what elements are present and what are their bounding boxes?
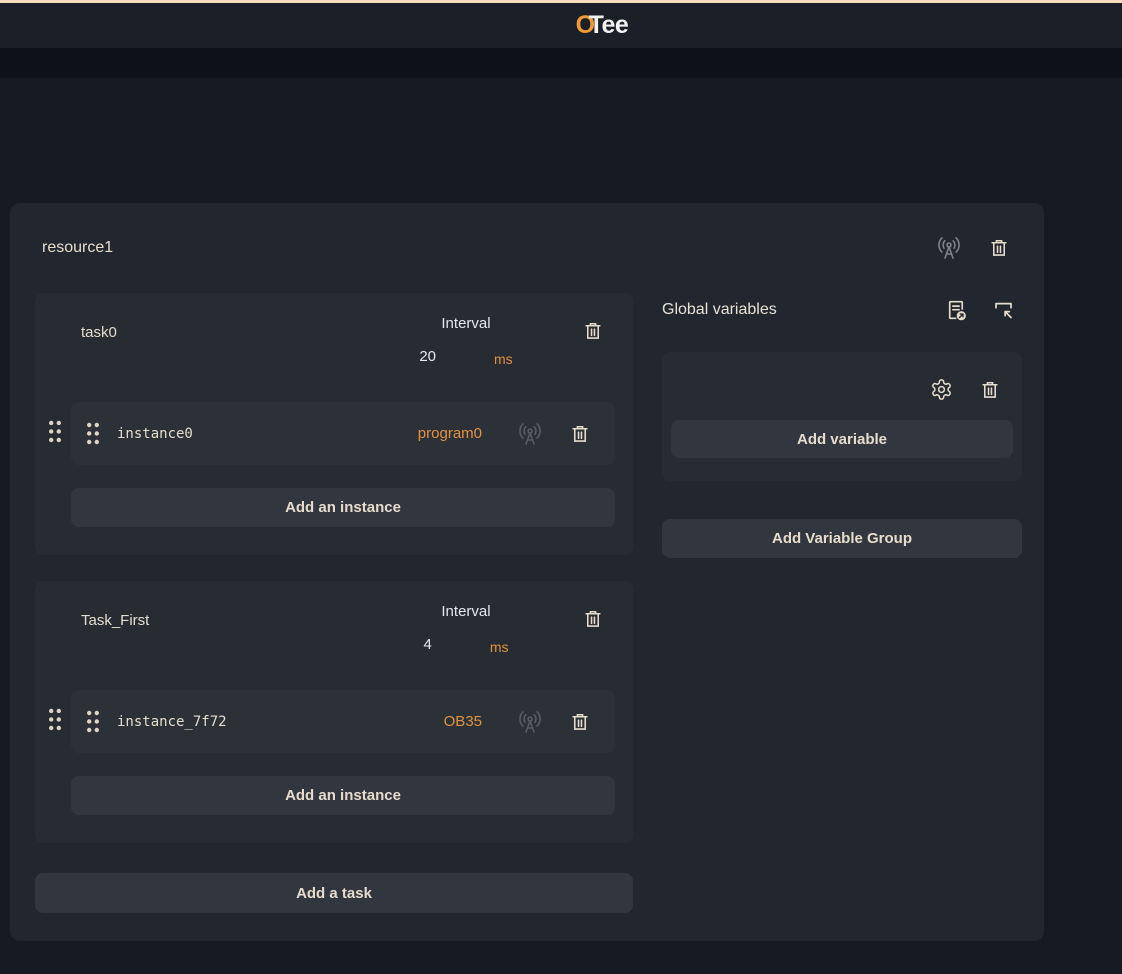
broadcast-icon[interactable] [937,236,961,260]
add-variable-group-button[interactable]: Add Variable Group [662,519,1022,558]
task-header: task0 Interval 20 ms [35,293,633,380]
resource-panel: resource1 task0 Interval 20 m [10,203,1044,941]
add-variable-button[interactable]: Add variable [671,420,1013,458]
interval-block: Interval 20 ms [386,315,546,367]
delete-task-button[interactable] [582,320,604,342]
delete-task-button[interactable] [582,608,604,630]
drag-handle-icon[interactable] [85,709,101,734]
global-variables-column: Global variables [662,293,1022,913]
page-top-accent-border [0,0,1122,3]
instance-wrapper: instance_7f72 OB35 [49,690,615,753]
resource-name[interactable]: resource1 [42,239,114,256]
instance-wrapper: instance0 program0 [49,402,615,465]
instance-program-select[interactable]: program0 [417,425,482,442]
variable-group-header [662,378,1022,401]
toolbar-strip [0,48,1122,78]
interval-block: Interval 4 ms [386,603,546,655]
logo-letter-o: O [575,11,595,39]
task-name[interactable]: Task_First [81,612,150,629]
drag-handle-icon[interactable] [85,421,101,446]
instance-row[interactable]: instance0 program0 [71,402,615,465]
logo-text: Tee [588,11,629,39]
resource-header: resource1 [10,203,1044,265]
interval-label: Interval [441,603,491,620]
instance-name[interactable]: instance_7f72 [117,713,227,730]
add-task-button[interactable]: Add a task [35,873,633,913]
app-header: OTee [0,3,1122,48]
broadcast-icon[interactable] [518,422,542,446]
drag-handle-icon[interactable] [47,707,63,737]
instance-name[interactable]: instance0 [117,425,193,442]
interval-value-input[interactable]: 4 [423,636,432,653]
interval-unit-select[interactable]: ms [489,639,509,655]
interval-unit-select[interactable]: ms [494,351,513,367]
task-header: Task_First Interval 4 ms [35,581,633,668]
interval-label: Interval [441,315,491,332]
task-card: Task_First Interval 4 ms [35,581,633,843]
export-variables-button[interactable] [944,298,969,323]
delete-resource-button[interactable] [988,237,1010,259]
add-instance-button[interactable]: Add an instance [71,488,615,527]
task-name[interactable]: task0 [81,324,117,341]
tasks-column: task0 Interval 20 ms [35,293,633,913]
otee-logo[interactable]: OTee [576,11,629,40]
global-variables-header: Global variables [662,295,1022,325]
global-variables-title: Global variables [662,301,777,318]
instance-row[interactable]: instance_7f72 OB35 [71,690,615,753]
broadcast-icon[interactable] [518,710,542,734]
add-instance-button[interactable]: Add an instance [71,776,615,815]
delete-instance-button[interactable] [569,711,591,733]
task-card: task0 Interval 20 ms [35,293,633,555]
delete-group-button[interactable] [979,379,1001,401]
collapse-panel-button[interactable] [991,298,1016,322]
group-settings-button[interactable] [930,378,953,401]
interval-value-input[interactable]: 20 [419,348,436,365]
drag-handle-icon[interactable] [47,419,63,449]
variable-group-card: Add variable [662,352,1022,481]
instance-program-select[interactable]: OB35 [443,713,482,730]
delete-instance-button[interactable] [569,423,591,445]
